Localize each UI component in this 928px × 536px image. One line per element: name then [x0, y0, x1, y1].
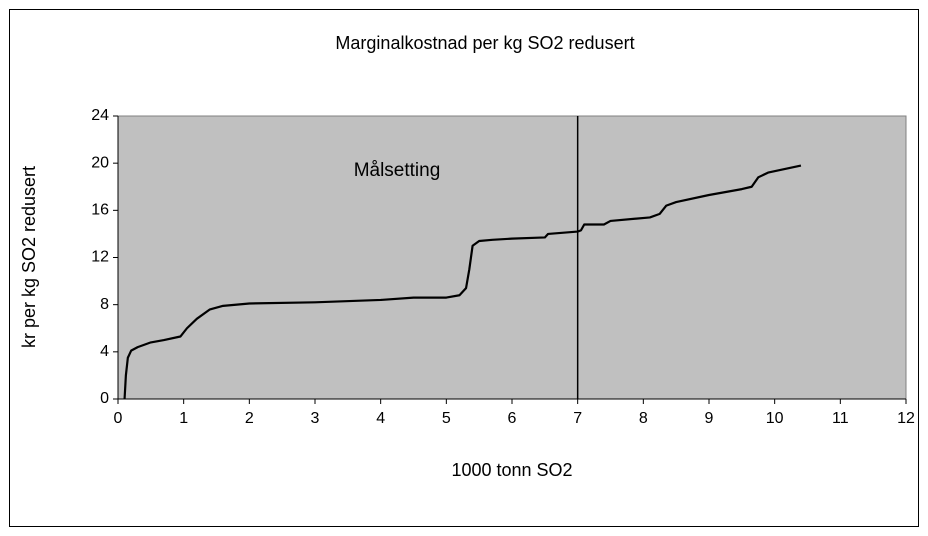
chart-title: Marginalkostnad per kg SO2 redusert — [335, 33, 634, 53]
x-tick-label: 3 — [311, 410, 320, 427]
plot-area — [117, 115, 907, 400]
x-tick-label: 1 — [179, 410, 188, 427]
y-tick-label: 0 — [100, 390, 109, 407]
x-tick-label: 0 — [114, 410, 123, 427]
x-tick-label: 6 — [508, 410, 517, 427]
y-tick-label: 8 — [100, 296, 109, 313]
y-tick-label: 16 — [91, 202, 109, 219]
x-tick-label: 4 — [376, 410, 385, 427]
x-tick-label: 5 — [442, 410, 451, 427]
data-line — [123, 164, 802, 400]
x-tick-label: 11 — [832, 410, 849, 427]
x-tick-label: 2 — [245, 410, 254, 427]
x-tick-label: 12 — [897, 410, 915, 427]
y-tick-label: 12 — [91, 249, 109, 266]
x-tick-label: 7 — [573, 410, 582, 427]
x-tick-label: 8 — [639, 410, 648, 427]
x-tick-label: 10 — [766, 410, 784, 427]
y-tick-label: 4 — [100, 343, 109, 360]
y-tick-label: 24 — [91, 107, 109, 124]
y-axis-title: kr per kg SO2 redusert — [19, 166, 39, 348]
annotation: Målsetting — [354, 160, 441, 181]
x-tick-label: 9 — [705, 410, 714, 427]
x-axis-title: 1000 tonn SO2 — [451, 460, 572, 480]
y-tick-label: 20 — [91, 154, 109, 171]
